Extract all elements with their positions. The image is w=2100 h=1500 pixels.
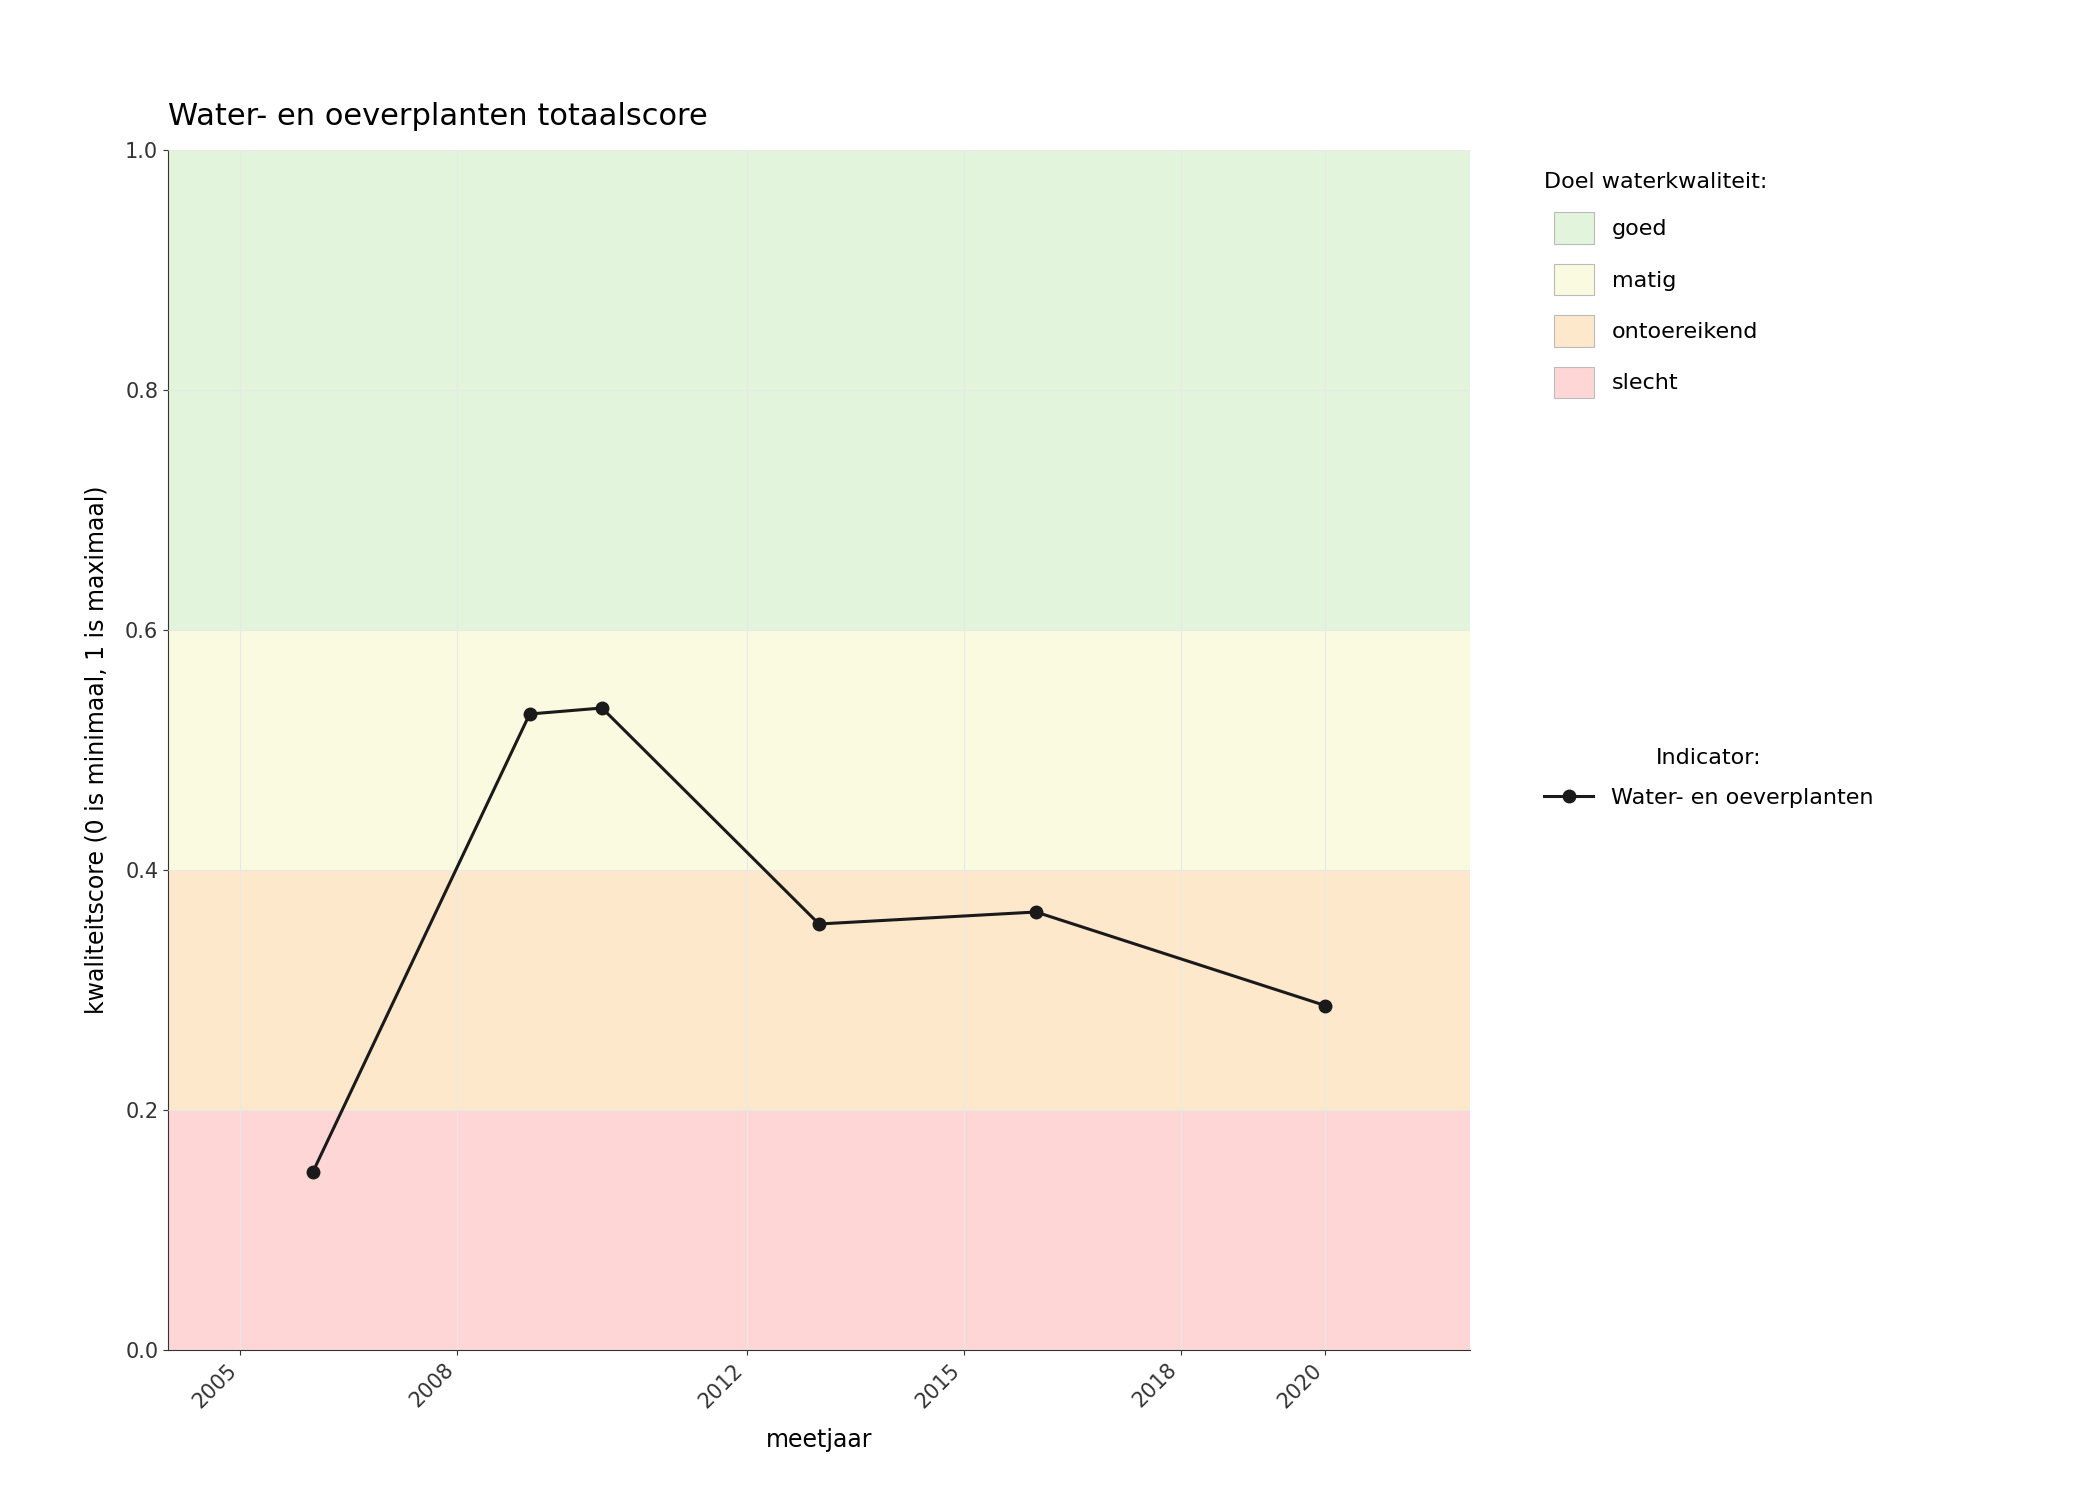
Bar [168,630,1470,870]
Y-axis label: kwaliteitscore (0 is minimaal, 1 is maximaal): kwaliteitscore (0 is minimaal, 1 is maxi… [84,486,109,1014]
Legend: Water- en oeverplanten: Water- en oeverplanten [1533,736,1884,819]
Bar [168,1110,1470,1350]
X-axis label: meetjaar: meetjaar [766,1428,872,1452]
Bar [168,870,1470,1110]
Bar [168,150,1470,630]
Text: Water- en oeverplanten totaalscore: Water- en oeverplanten totaalscore [168,102,708,130]
